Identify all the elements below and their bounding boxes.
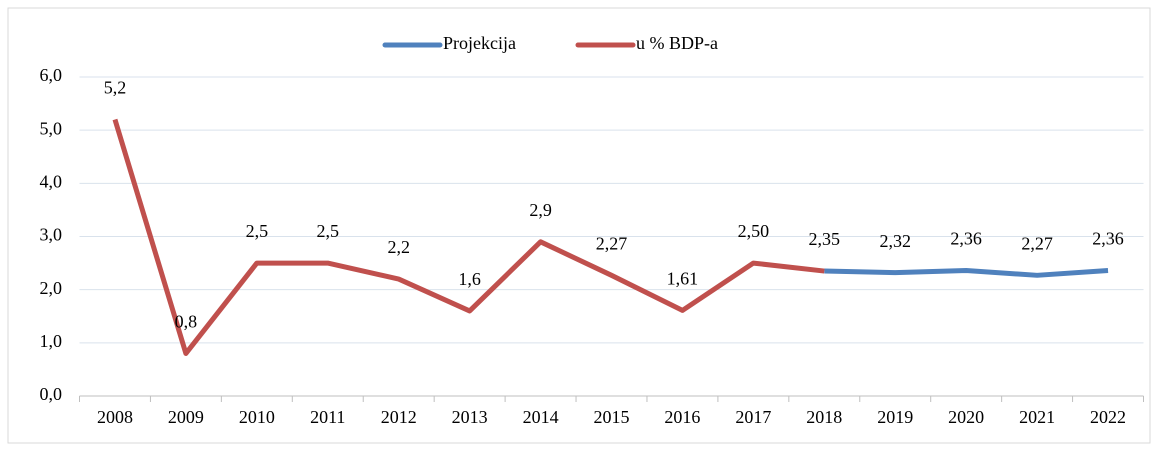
y-tick-label: 0,0 — [40, 384, 63, 404]
data-label: 2,50 — [738, 221, 770, 241]
series-line — [112, 118, 825, 356]
y-tick-label: 4,0 — [40, 171, 63, 191]
x-tick-label: 2013 — [452, 407, 488, 427]
y-tick-label: 3,0 — [40, 225, 63, 245]
x-tick-label: 2012 — [381, 407, 417, 427]
data-label: 2,32 — [879, 231, 911, 251]
x-tick-label: 2017 — [735, 407, 771, 427]
x-tick-label: 2014 — [523, 407, 559, 427]
x-tick-label: 2018 — [806, 407, 842, 427]
data-label: 2,36 — [950, 229, 982, 249]
x-tick-label: 2016 — [664, 407, 700, 427]
chart-frame — [7, 7, 1151, 444]
data-label: 2,2 — [387, 237, 410, 257]
data-label: 0,8 — [175, 312, 198, 332]
x-tick-label: 2011 — [310, 407, 345, 427]
x-tick-label: 2015 — [594, 407, 630, 427]
data-label: 2,5 — [317, 221, 340, 241]
y-tick-label: 5,0 — [40, 118, 63, 138]
y-tick-label: 1,0 — [40, 331, 63, 351]
y-tick-label: 2,0 — [40, 278, 63, 298]
data-label: 2,36 — [1092, 229, 1124, 249]
y-tick-label: 6,0 — [40, 65, 63, 85]
data-label: 2,35 — [809, 229, 841, 249]
data-label: 2,5 — [246, 221, 269, 241]
series-line — [824, 268, 1109, 278]
data-label: 1,6 — [458, 269, 481, 289]
data-label: 2,9 — [529, 200, 552, 220]
x-tick-label: 2008 — [97, 407, 133, 427]
data-label: 5,2 — [104, 78, 127, 98]
legend-label: Projekcija — [443, 33, 516, 53]
x-tick-label: 2019 — [877, 407, 913, 427]
x-tick-label: 2022 — [1090, 407, 1126, 427]
x-tick-label: 2009 — [168, 407, 204, 427]
x-tick-label: 2020 — [948, 407, 984, 427]
legend-label: u % BDP-a — [636, 33, 718, 53]
x-tick-label: 2010 — [239, 407, 275, 427]
data-label: 2,27 — [596, 233, 628, 253]
x-tick-label: 2021 — [1019, 407, 1055, 427]
data-label: 2,27 — [1021, 233, 1053, 253]
data-label: 1,61 — [667, 269, 699, 289]
